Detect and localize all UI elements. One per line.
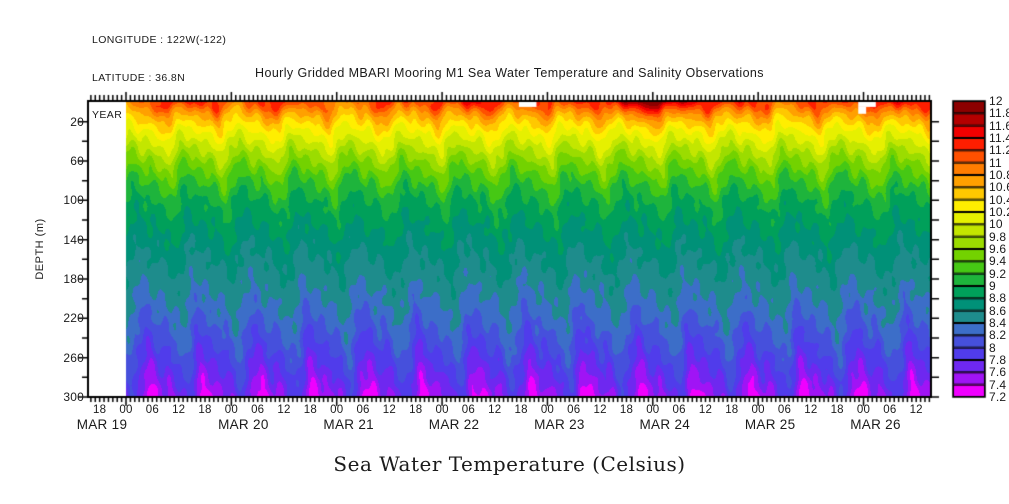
y-tick-label: 100	[63, 193, 84, 208]
colorbar-label: 9.4	[989, 254, 1007, 269]
colorbar-label: 7.6	[989, 365, 1007, 380]
x-date-label: MAR 21	[323, 417, 374, 432]
x-hour-tick-label: 06	[672, 404, 686, 416]
colorbar-label: 10.6	[989, 180, 1009, 195]
y-tick-label: 180	[63, 272, 84, 286]
x-hour-tick-label: 12	[488, 404, 502, 416]
x-date-label: MAR 22	[428, 417, 480, 432]
colorbar-label: 9.6	[989, 242, 1007, 256]
x-hour-tick-label: 12	[382, 404, 396, 416]
colorbar-label: 8	[989, 340, 996, 355]
colorbar-label: 7.8	[989, 353, 1007, 367]
colorbar-label: 11.6	[989, 118, 1009, 133]
x-hour-tick-label: 00	[119, 404, 133, 416]
x-hour-tick-label: 12	[277, 404, 291, 416]
y-tick-label: 220	[63, 311, 84, 326]
x-hour-tick-label: 00	[540, 404, 555, 416]
colorbar-label: 9.8	[989, 229, 1007, 244]
x-hour-tick-label: 18	[830, 404, 844, 416]
x-hour-tick-label: 12	[593, 404, 607, 416]
x-hour-tick-label: 18	[514, 404, 528, 416]
x-hour-tick-label: 06	[145, 404, 159, 416]
x-hour-tick-label: 18	[93, 404, 107, 416]
x-hour-tick-label: 00	[646, 404, 660, 416]
colorbar-label: 8.4	[989, 316, 1007, 330]
x-hour-tick-label: 18	[725, 404, 739, 416]
x-date-label: MAR 23	[534, 417, 585, 432]
x-hour-tick-label: 00	[856, 404, 871, 416]
x-hour-tick-label: 00	[435, 404, 449, 416]
colorbar-label: 10.8	[989, 168, 1009, 182]
colorbar-label: 8.2	[989, 328, 1007, 343]
x-hour-tick-label: 12	[909, 404, 923, 416]
x-hour-tick-label: 00	[330, 404, 344, 416]
x-date-label: MAR 20	[218, 417, 269, 432]
x-date-label: MAR 24	[639, 417, 691, 432]
x-hour-tick-label: 06	[567, 404, 581, 416]
x-hour-tick-label: 18	[619, 404, 634, 416]
x-hour-tick-label: 06	[356, 404, 370, 416]
x-hour-tick-label: 12	[804, 404, 818, 416]
colorbar-label: 9.2	[989, 266, 1007, 281]
x-date-label: MAR 26	[850, 417, 901, 432]
x-hour-tick-label: 06	[461, 404, 475, 416]
x-hour-tick-label: 06	[777, 404, 792, 416]
footer-axis-title: Sea Water Temperature (Celsius)	[333, 452, 686, 476]
x-hour-tick-label: 00	[224, 404, 238, 416]
x-hour-tick-label: 12	[698, 404, 713, 416]
colorbar-label: 8.6	[989, 303, 1007, 318]
y-tick-label: 60	[70, 154, 84, 168]
colorbar-label: 11.4	[989, 131, 1009, 145]
x-hour-tick-label: 12	[172, 404, 186, 416]
x-hour-tick-label: 18	[303, 404, 317, 416]
x-date-label: MAR 19	[76, 417, 128, 432]
y-tick-label: 260	[63, 350, 84, 365]
x-hour-tick-label: 00	[751, 404, 765, 416]
colorbar-label: 11	[989, 155, 1002, 170]
colorbar-label: 10	[989, 217, 1003, 232]
colorbar-label: 11.8	[989, 106, 1009, 121]
y-tick-label: 20	[70, 114, 84, 129]
colorbar-label: 10.4	[989, 192, 1009, 207]
colorbar-label: 11.2	[989, 143, 1009, 158]
colorbar-label: 10.2	[989, 205, 1009, 219]
x-date-label: MAR 25	[744, 417, 796, 432]
x-hour-tick-label: 06	[251, 404, 265, 416]
colorbar-label: 7.4	[989, 377, 1007, 392]
y-tick-label: 300	[63, 390, 84, 404]
colorbar-label: 8.8	[989, 291, 1007, 306]
colorbar-label: 7.2	[989, 390, 1007, 404]
colorbar-label: 9	[989, 279, 996, 293]
x-hour-tick-label: 06	[883, 404, 897, 416]
colorbar-label: 12	[989, 94, 1003, 108]
x-hour-tick-label: 18	[409, 404, 423, 416]
x-hour-tick-label: 18	[198, 404, 212, 416]
y-tick-label: 140	[63, 232, 84, 247]
